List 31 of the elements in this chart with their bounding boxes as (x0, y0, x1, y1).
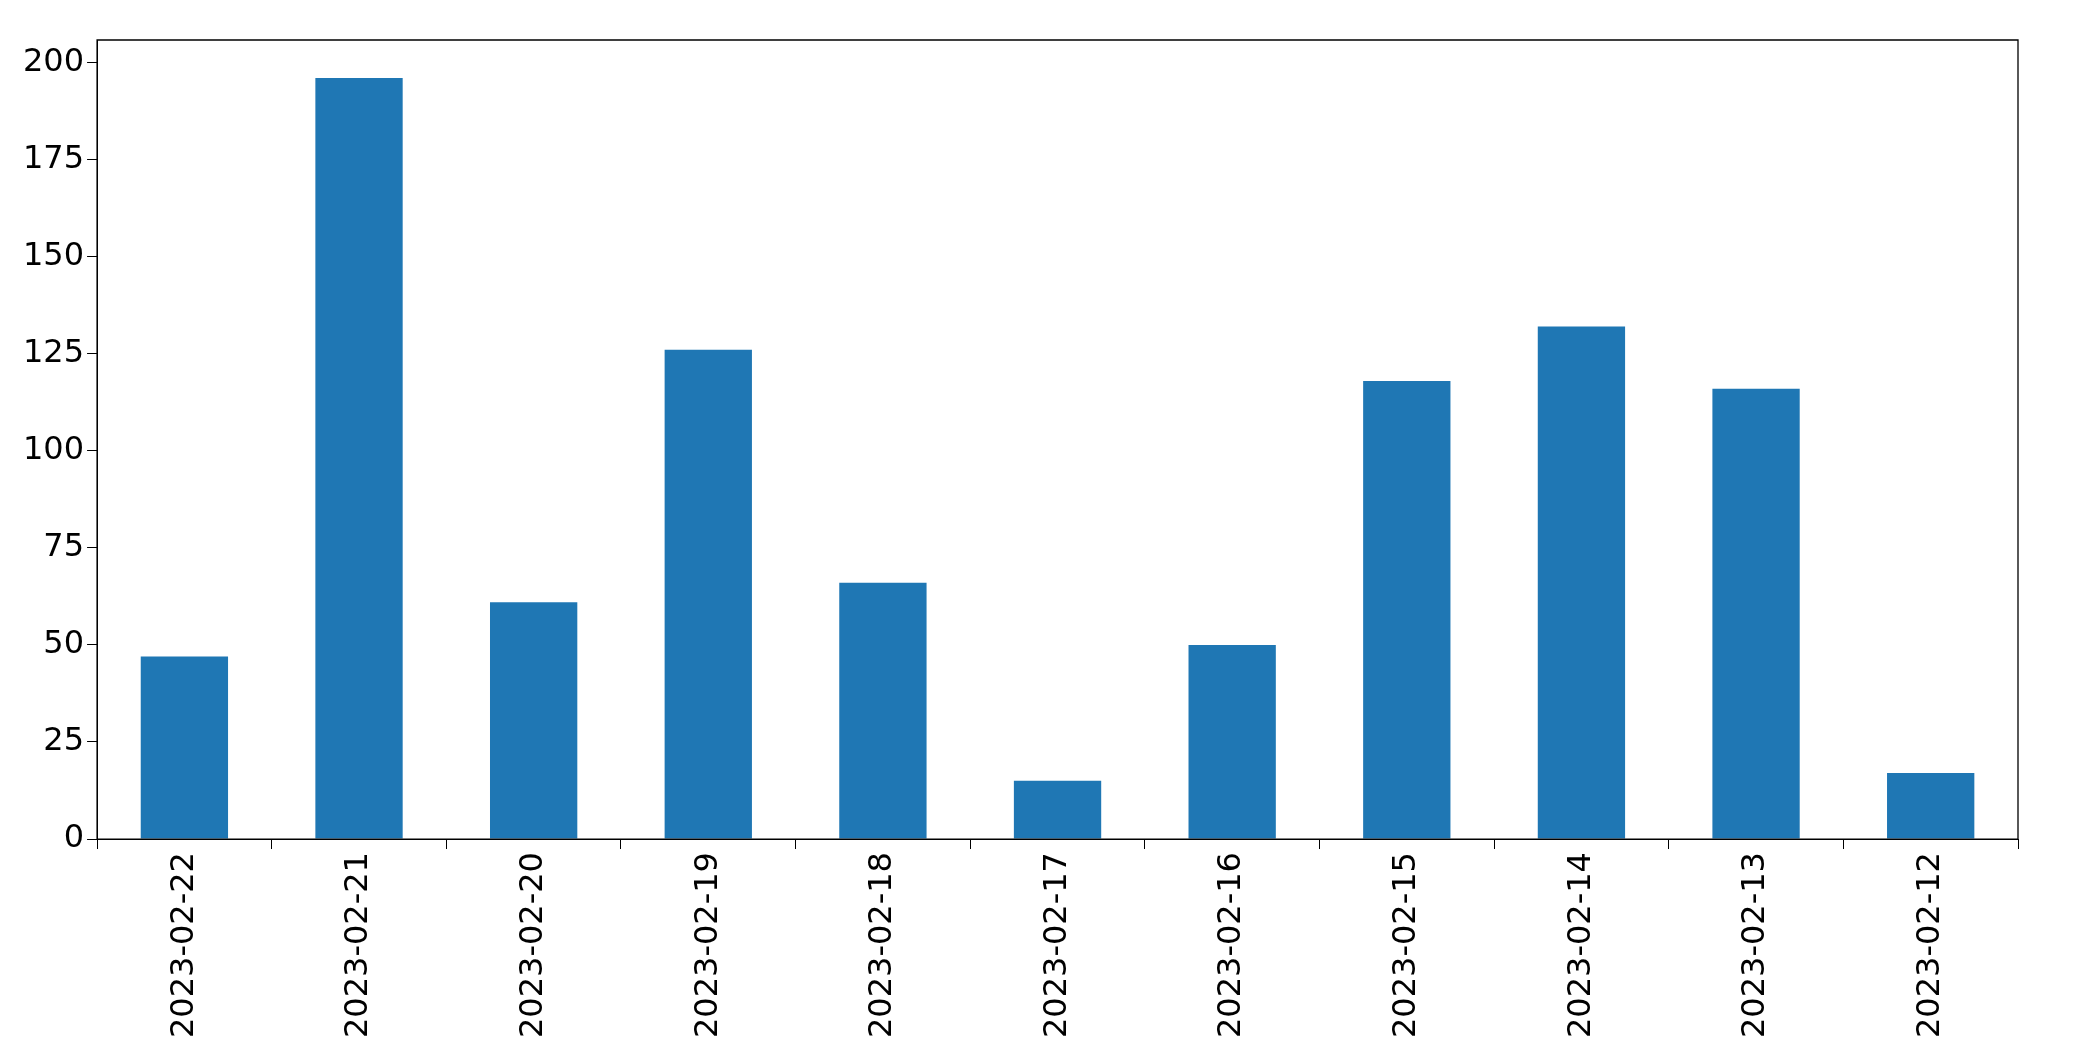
bar (489, 602, 578, 839)
x-tick-label: 2023-02-17 (1035, 852, 1074, 1038)
x-tick-label: 2023-02-21 (337, 852, 376, 1038)
bar (1013, 780, 1102, 839)
bar (1537, 326, 1626, 839)
x-tick-label: 2023-02-12 (1909, 852, 1947, 1038)
x-tick-label: 2023-02-15 (1385, 852, 1424, 1038)
y-tick-label: 175 (23, 137, 85, 176)
x-tick-label: 2023-02-18 (861, 852, 900, 1038)
y-tick-label: 200 (23, 40, 85, 79)
y-tick-label: 100 (23, 429, 85, 468)
x-tick-label: 2023-02-19 (686, 852, 725, 1038)
bar (1887, 773, 1975, 839)
x-tick-label: 2023-02-13 (1734, 852, 1773, 1038)
x-tick-label: 2023-02-16 (1210, 852, 1249, 1038)
x-tick-label: 2023-02-22 (162, 852, 201, 1038)
x-tick-label: 2023-02-20 (511, 852, 550, 1038)
bar (1712, 388, 1800, 839)
y-tick-label: 50 (43, 623, 85, 662)
y-tick-label: 125 (23, 332, 85, 371)
y-tick-label: 0 (63, 817, 85, 856)
bar (839, 582, 927, 839)
bar (140, 656, 229, 839)
bar (315, 78, 403, 839)
y-tick-label: 150 (23, 234, 85, 273)
bar (1363, 380, 1451, 839)
x-tick-label: 2023-02-14 (1559, 852, 1598, 1038)
bar (1188, 644, 1276, 839)
y-tick-label: 25 (43, 720, 85, 759)
y-tick-label: 75 (43, 526, 85, 565)
bar (664, 349, 752, 839)
